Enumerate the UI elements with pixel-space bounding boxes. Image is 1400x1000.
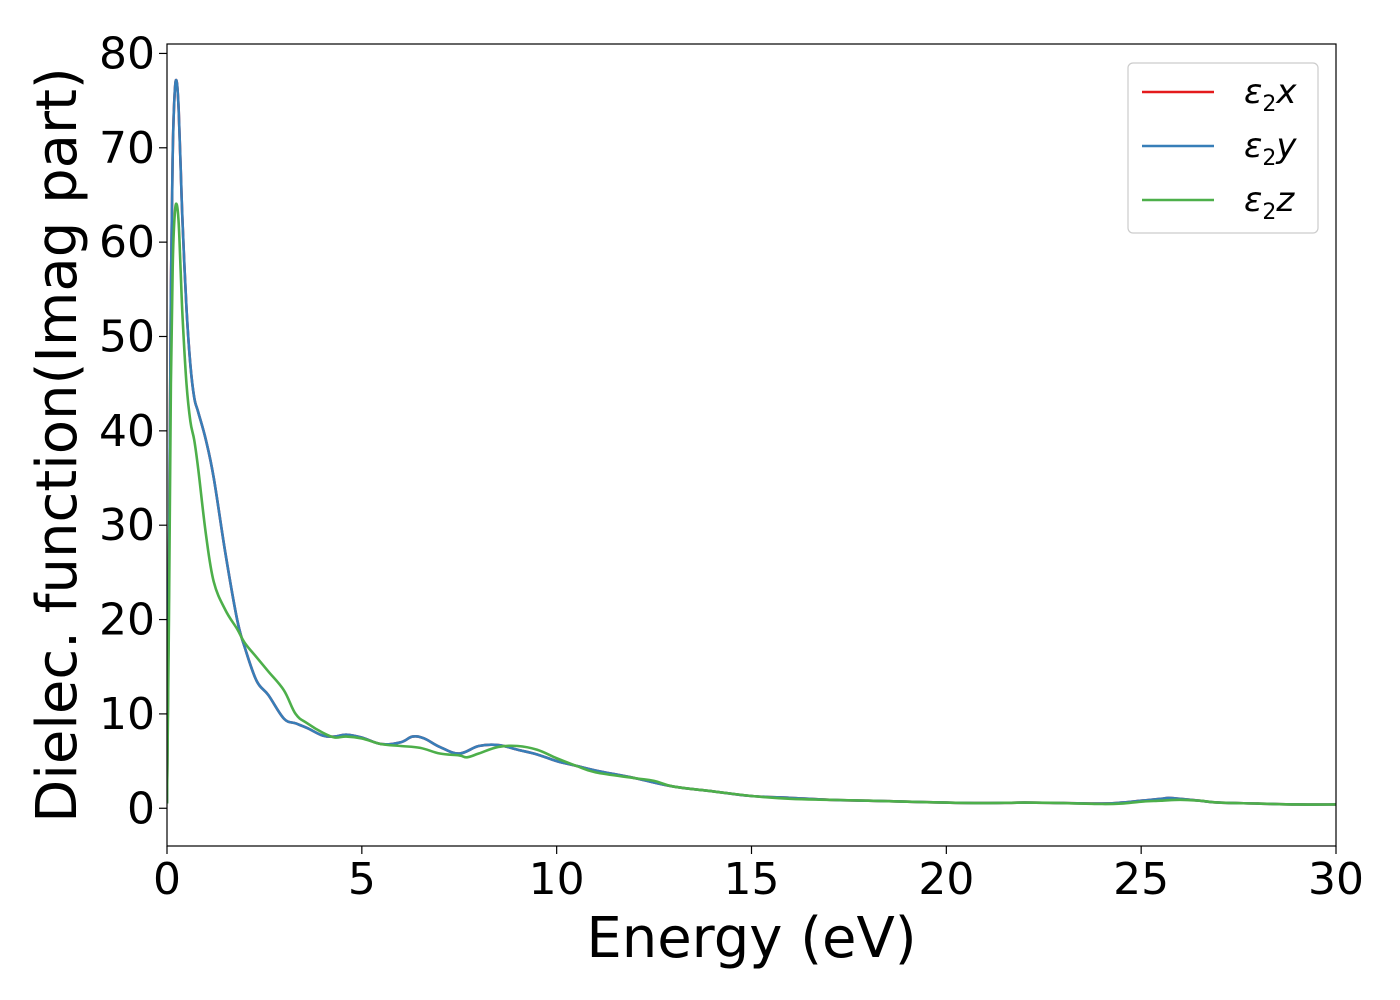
plot-lines xyxy=(167,78,1336,806)
x-tick-label: 25 xyxy=(1113,854,1169,905)
legend-label-x: ε2x xyxy=(1244,72,1297,117)
x-tick-label: 10 xyxy=(529,854,585,905)
legend-label-y: ε2y xyxy=(1244,126,1297,171)
legend-box xyxy=(1127,62,1319,234)
x-axis-label: Energy (eV) xyxy=(586,906,916,971)
legend-label-z: ε2z xyxy=(1244,180,1295,225)
series-line-z xyxy=(167,202,1336,806)
y-tick-label: 80 xyxy=(99,28,155,79)
y-tick-label: 70 xyxy=(99,123,155,174)
y-tick-label: 60 xyxy=(99,217,155,268)
y-tick-label: 10 xyxy=(99,689,155,740)
y-tick-label: 20 xyxy=(99,595,155,646)
x-tick-label: 5 xyxy=(348,854,376,905)
x-tick-label: 20 xyxy=(918,854,974,905)
y-tick-label: 50 xyxy=(99,311,155,362)
y-tick-label: 40 xyxy=(99,406,155,457)
y-tick-label: 30 xyxy=(99,500,155,551)
x-tick-label: 30 xyxy=(1308,854,1364,905)
x-tick-label: 15 xyxy=(724,854,780,905)
y-tick-label: 0 xyxy=(127,783,155,834)
y-axis-ticks: 0 10 20 30 40 50 60 70 80 xyxy=(99,28,167,834)
x-tick-label: 0 xyxy=(153,854,181,905)
x-axis-ticks: 0 5 10 15 20 25 30 xyxy=(153,846,1364,905)
y-axis-label: Dielec. function(Imag part) xyxy=(25,67,90,823)
legend: ε2x ε2y ε2z xyxy=(1127,62,1319,234)
